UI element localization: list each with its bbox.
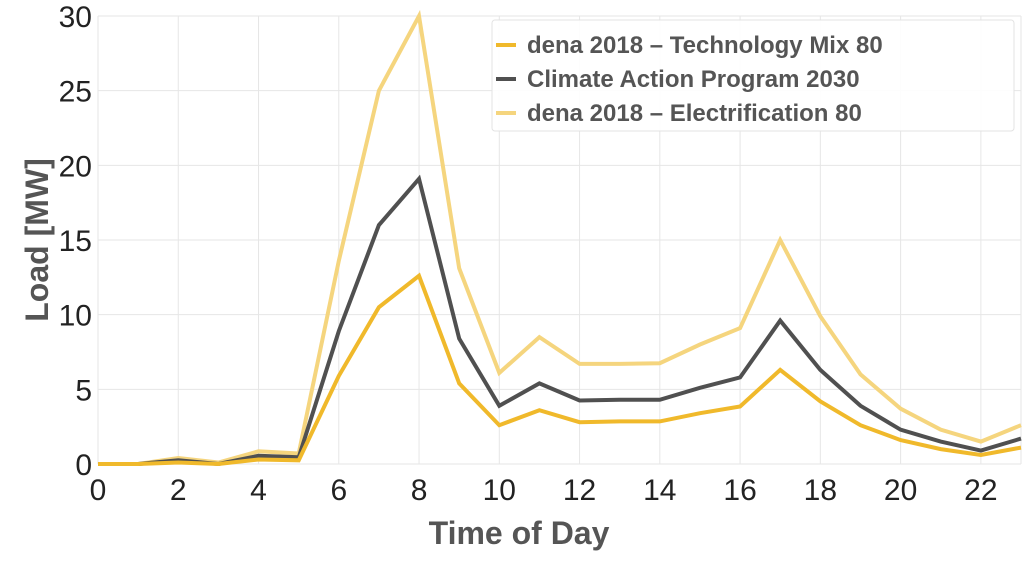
x-tick-label: 18: [804, 474, 837, 507]
y-axis-ticks: 0 5 10 15 20 25 30: [59, 1, 92, 482]
x-tick-label: 10: [483, 474, 516, 507]
series-line-1: [98, 174, 1022, 467]
x-tick-label: 22: [964, 474, 997, 507]
y-tick-label: 25: [59, 76, 92, 109]
x-tick-label: 16: [723, 474, 756, 507]
y-tick-label: 10: [59, 300, 92, 333]
legend-box: [491, 19, 1015, 132]
y-tick-label: 15: [59, 225, 92, 258]
x-tick-label: 0: [90, 474, 107, 507]
x-tick-label: 12: [563, 474, 596, 507]
series-line-2: [98, 9, 1022, 466]
x-axis-title: Time of Day: [429, 515, 610, 551]
legend-label: Climate Action Program 2030: [527, 66, 860, 93]
legend-label: dena 2018 – Electrification 80: [527, 100, 862, 127]
x-tick-label: 14: [643, 474, 676, 507]
legend-label: dena 2018 – Technology Mix 80: [527, 32, 883, 59]
x-tick-label: 6: [330, 474, 347, 507]
y-tick-label: 0: [75, 449, 92, 482]
y-tick-label: 5: [75, 374, 92, 407]
y-tick-label: 20: [59, 150, 92, 183]
x-tick-label: 2: [170, 474, 187, 507]
series-lines: [98, 9, 1022, 467]
series-line-0: [98, 272, 1022, 467]
legend: dena 2018 – Technology Mix 80 Climate Act…: [491, 19, 1015, 132]
x-tick-label: 4: [250, 474, 267, 507]
x-tick-label: 20: [884, 474, 917, 507]
x-tick-label: 8: [411, 474, 428, 507]
y-axis-title: Load [MW]: [19, 158, 55, 322]
x-axis-ticks: 0 2 4 6 8 10 12 14 16 18 20 22: [90, 474, 998, 507]
y-tick-label: 30: [59, 1, 92, 34]
